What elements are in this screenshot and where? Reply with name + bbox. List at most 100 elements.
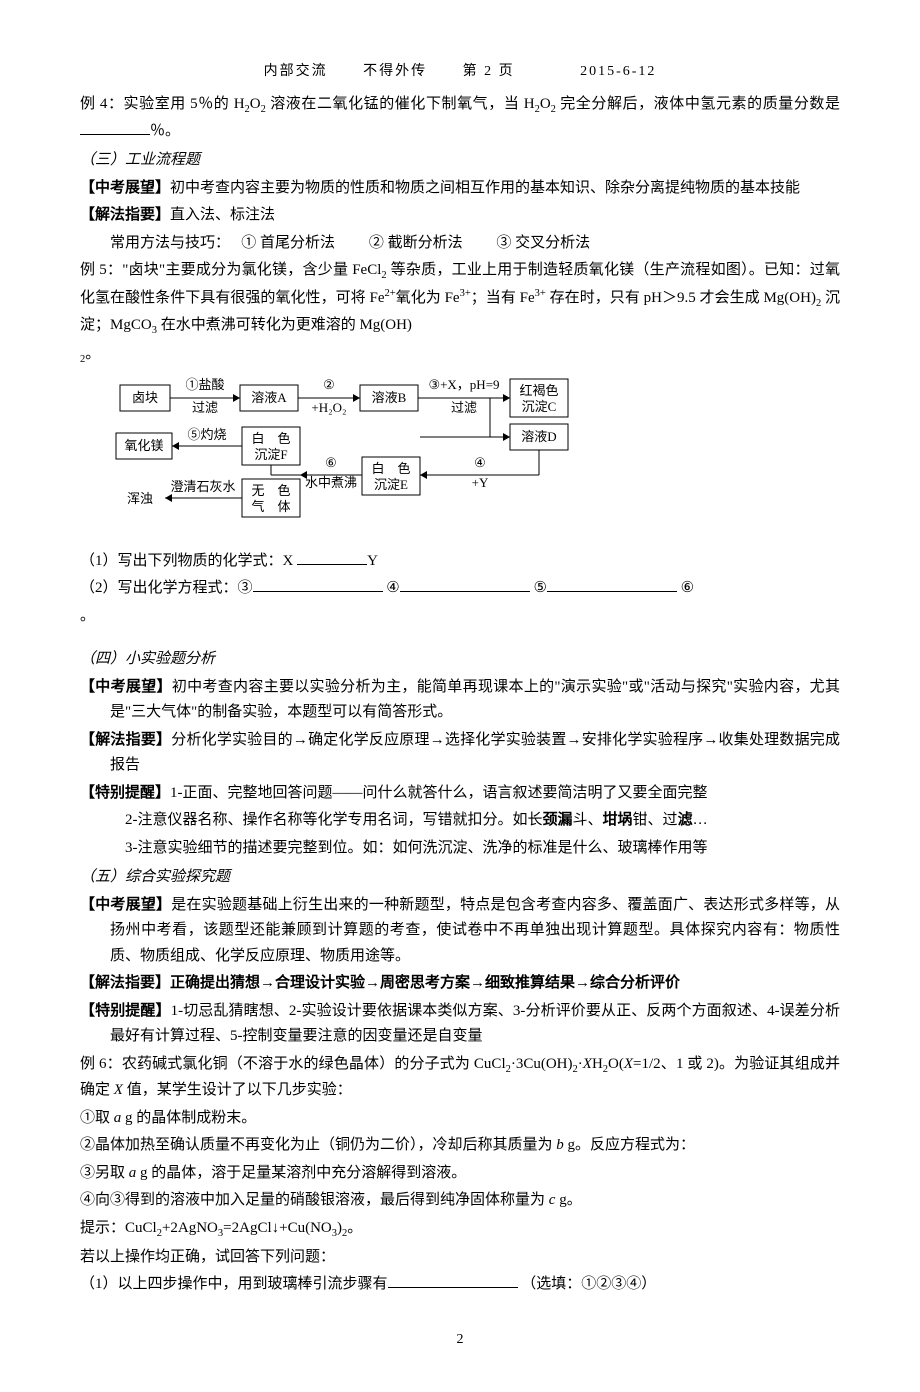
sec3-outlook: 【中考展望】初中考查内容主要为物质的性质和物质之间相互作用的基本知识、除杂分离提… xyxy=(80,176,840,202)
sec4-outlook-label: 【中考展望】 xyxy=(80,679,172,695)
svg-text:白 色: 白 色 xyxy=(371,461,410,476)
ex4-a: 实验室用 5％的 H xyxy=(124,96,245,112)
sec4-warn-label: 【特别提醒】 xyxy=(80,785,170,801)
blank-4 xyxy=(400,576,530,592)
header-page: 第 2 页 xyxy=(463,64,515,79)
sec5-method: 【解法指要】正确提出猜想→合理设计实验→周密思考方案→细致推算结果→综合分析评价 xyxy=(80,971,840,997)
ex5-q2-6: ⑥ xyxy=(681,580,694,596)
ex5-q2: （2）写出化学方程式：③ ④ ⑤ ⑥ xyxy=(80,576,840,602)
sec4-w2b: 颈漏 xyxy=(543,812,573,828)
ex5-label: 例 5： xyxy=(80,262,122,278)
ex5-q2-label: （2）写出化学方程式：③ xyxy=(80,580,253,596)
flow-diagram: 卤块 ①盐酸 过滤 溶液A ② +H₂O₂ 溶液B ③+X，pH=9 过滤 红褐… xyxy=(110,375,810,545)
sec3-tip1: ① 首尾分析法 xyxy=(241,235,335,251)
sec4-method: 【解法指要】分析化学实验目的→确定化学反应原理→选择化学实验装置→安排化学实验程… xyxy=(80,728,840,779)
ex6-s3b: g 的晶体，溶于足量某溶剂中充分溶解得到溶液。 xyxy=(136,1165,466,1181)
sec5-warn-text: 1-切忌乱猜瞎想、2-实验设计要依据课本类似方案、3-分析评价要从正、反两个方面… xyxy=(110,1003,840,1045)
ex5-a: "卤块"主要成分为氯化镁，含少量 FeCl xyxy=(122,262,381,278)
sec3-tip2: ② 截断分析法 xyxy=(369,235,463,251)
ex6-hc: =2AgCl↓+Cu(NO xyxy=(223,1220,332,1236)
svg-text:沉淀C: 沉淀C xyxy=(522,399,557,414)
ex6-s3a: ③另取 xyxy=(80,1165,129,1181)
sec4-warn1: 【特别提醒】1-正面、完整地回答问题——问什么就答什么，语言叙述要简洁明了又要全… xyxy=(80,781,840,807)
svg-text:③+X，pH=9: ③+X，pH=9 xyxy=(428,377,499,392)
ex6-x3: X xyxy=(114,1082,123,1098)
ex6-x2: X xyxy=(624,1056,633,1072)
sec3-method-label: 【解法指要】 xyxy=(80,207,170,223)
svg-text:无 色: 无 色 xyxy=(251,483,290,498)
sec5-method-label: 【解法指要】 xyxy=(80,975,170,991)
ex4-d: ％。 xyxy=(150,123,180,139)
ex5-c: 氧化为 Fe xyxy=(396,290,460,306)
ex6-q1b: （选填：①②③④） xyxy=(521,1276,656,1292)
svg-text:溶液B: 溶液B xyxy=(372,390,407,405)
svg-text:卤块: 卤块 xyxy=(132,390,158,405)
sec5-outlook: 【中考展望】是在实验题基础上衍生出来的一种新题型，特点是包含考查内容多、覆盖面广… xyxy=(80,893,840,970)
ex5-q1: （1）写出下列物质的化学式：X Y xyxy=(80,549,840,575)
ex6-g: 值，某学生设计了以下几步实验： xyxy=(123,1082,352,1098)
ex5-q2-5: ⑤ xyxy=(533,580,546,596)
svg-text:白 色: 白 色 xyxy=(251,431,290,446)
svg-text:⑤灼烧: ⑤灼烧 xyxy=(187,427,226,442)
svg-text:②: ② xyxy=(323,377,335,392)
ex6-x1: X xyxy=(583,1056,592,1072)
sec4-outlook: 【中考展望】初中考查内容主要以实验分析为主，能简单再现课本上的"演示实验"或"活… xyxy=(80,675,840,726)
ex6-s3: ③另取 a g 的晶体，溶于足量某溶剂中充分溶解得到溶液。 xyxy=(80,1161,840,1187)
header-date: 2015-6-12 xyxy=(580,64,656,79)
ex4-b: 溶液在二氧化锰的催化下制氧气，当 H xyxy=(270,96,534,112)
blank-3 xyxy=(253,576,383,592)
sec4-w2c: 斗、 xyxy=(573,812,603,828)
svg-text:浑浊: 浑浊 xyxy=(127,491,153,506)
ex6-s4a: ④向③得到的溶液中加入足量的硝酸银溶液，最后得到纯净固体称量为 xyxy=(80,1192,549,1208)
ex6-s1a: ①取 xyxy=(80,1110,114,1126)
sec3-tips: 常用方法与技巧： ① 首尾分析法 ② 截断分析法 ③ 交叉分析法 xyxy=(80,231,840,257)
sec4-w2e: 钳、过 xyxy=(633,812,678,828)
ex6-s2b: g。反应方程式为： xyxy=(564,1137,695,1153)
sec3-method: 【解法指要】直入法、标注法 xyxy=(80,203,840,229)
ex6-label: 例 6： xyxy=(80,1056,122,1072)
ex4-label: 例 4： xyxy=(80,96,124,112)
sec3-outlook-label: 【中考展望】 xyxy=(80,180,170,196)
header-left: 内部交流 xyxy=(264,64,328,79)
header-mid: 不得外传 xyxy=(363,64,427,79)
svg-text:④: ④ xyxy=(474,455,486,470)
svg-text:澄清石灰水: 澄清石灰水 xyxy=(170,479,235,494)
ex6-he: 。 xyxy=(347,1220,362,1236)
ex6-q1-blank xyxy=(388,1272,518,1288)
sec4-warn2: 2-注意仪器名称、操作名称等化学专用名词，写错就扣分。如长颈漏斗、坩埚钳、过滤… xyxy=(80,808,840,834)
page-header: 内部交流 不得外传 第 2 页 2015-6-12 xyxy=(80,60,840,84)
ex6-hb: +2AgNO xyxy=(162,1220,218,1236)
ex5-q1-y: Y xyxy=(367,553,378,569)
blank-5 xyxy=(547,576,677,592)
sec3-tips-label: 常用方法与技巧： xyxy=(110,235,223,251)
ex6-s1: ①取 a g 的晶体制成粉末。 xyxy=(80,1106,840,1132)
ex6-s4: ④向③得到的溶液中加入足量的硝酸银溶液，最后得到纯净固体称量为 c g。 xyxy=(80,1188,840,1214)
ex5-e: 存在时，只有 pH＞9.5 才会生成 Mg(OH) xyxy=(550,290,816,306)
svg-text:沉淀F: 沉淀F xyxy=(254,447,287,462)
sec3-outlook-text: 初中考查内容主要为物质的性质和物质之间相互作用的基本知识、除杂分离提纯物质的基本… xyxy=(170,180,800,196)
ex5-tail: 2。 xyxy=(80,342,840,369)
sec4-w2f: 滤 xyxy=(678,812,693,828)
sec4-warn3: 3-注意实验细节的描述要完整到位。如：如何洗沉淀、洗净的标准是什么、玻璃棒作用等 xyxy=(80,836,840,862)
ex4-c: 完全分解后，液体中氢元素的质量分数是 xyxy=(560,96,840,112)
ex5-h: 。 xyxy=(85,346,100,362)
sec3-method-text: 直入法、标注法 xyxy=(170,207,275,223)
ex6-b: ·3Cu(OH) xyxy=(511,1056,573,1072)
sec4-warn1-text: 1-正面、完整地回答问题——问什么就答什么，语言叙述要简洁明了又要全面完整 xyxy=(170,785,708,801)
example-4: 例 4：实验室用 5％的 H2O2 溶液在二氧化锰的催化下制氧气，当 H2O2 … xyxy=(80,92,840,144)
sec5-warn-label: 【特别提醒】 xyxy=(80,1003,171,1019)
svg-text:气 体: 气 体 xyxy=(251,499,290,514)
sec5-title: （五）综合实验探究题 xyxy=(80,865,840,891)
ex6-e: O( xyxy=(608,1056,624,1072)
svg-text:①盐酸: ①盐酸 xyxy=(185,377,224,392)
ex6-s2a: ②晶体加热至确认质量不再变化为止（铜仍为二价），冷却后称其质量为 xyxy=(80,1137,556,1153)
svg-text:红褐色: 红褐色 xyxy=(519,383,558,398)
ex6-hint: 提示：CuCl2+2AgNO3=2AgCl↓+Cu(NO3)2。 xyxy=(80,1216,840,1243)
svg-text:+H₂O₂: +H₂O₂ xyxy=(311,400,346,415)
svg-text:过滤: 过滤 xyxy=(451,400,477,415)
ex6-s2: ②晶体加热至确认质量不再变化为止（铜仍为二价），冷却后称其质量为 b g。反应方… xyxy=(80,1133,840,1159)
svg-text:溶液D: 溶液D xyxy=(521,429,556,444)
ex6-q1: （1）以上四步操作中，用到玻璃棒引流步骤有 （选填：①②③④） xyxy=(80,1272,840,1298)
sec4-method-text: 分析化学实验目的→确定化学反应原理→选择化学实验装置→安排化学实验程序→收集处理… xyxy=(110,732,840,774)
svg-text:过滤: 过滤 xyxy=(192,400,218,415)
